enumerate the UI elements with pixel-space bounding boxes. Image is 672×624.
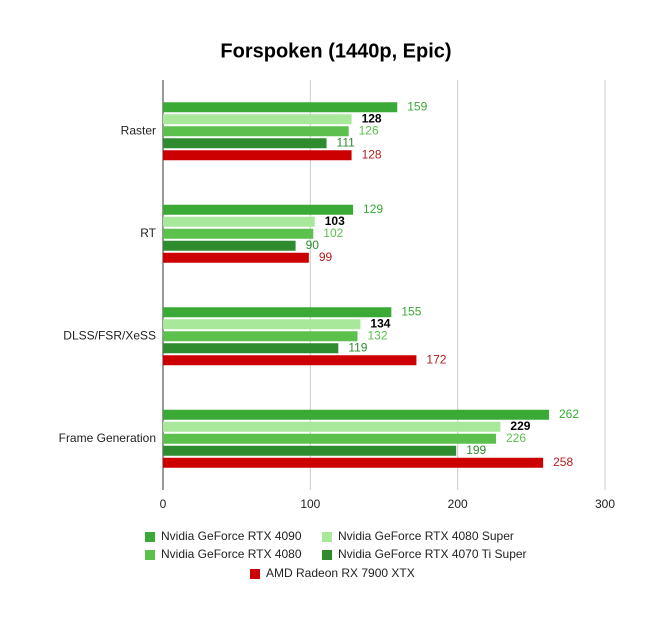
chart-title: Forspoken (1440p, Epic) — [220, 40, 451, 62]
bar — [163, 204, 354, 215]
value-label: 90 — [306, 238, 320, 252]
bar — [163, 457, 544, 468]
bar — [163, 319, 361, 330]
value-label: 99 — [319, 250, 333, 264]
x-tick-label: 300 — [595, 497, 615, 511]
legend-swatch — [145, 532, 155, 542]
bar — [163, 114, 352, 125]
value-label: 103 — [325, 214, 345, 228]
bar — [163, 421, 501, 432]
value-label: 119 — [348, 340, 367, 354]
bar — [163, 433, 496, 444]
legend-label: AMD Radeon RX 7900 XTX — [266, 566, 415, 580]
value-label: 199 — [466, 443, 486, 457]
value-label: 111 — [337, 135, 356, 149]
y-tick-label: DLSS/FSR/XeSS — [63, 328, 156, 342]
legend-swatch — [322, 532, 332, 542]
legend-swatch — [145, 550, 155, 560]
y-tick-label: Frame Generation — [59, 431, 156, 445]
legend-label: Nvidia GeForce RTX 4090 — [161, 529, 302, 543]
value-label: 155 — [401, 304, 421, 318]
value-label: 134 — [370, 316, 390, 330]
bar — [163, 409, 550, 420]
value-label: 226 — [506, 431, 526, 445]
value-label: 128 — [362, 111, 382, 125]
bar — [163, 228, 314, 239]
value-label: 172 — [426, 352, 446, 366]
legend-swatch — [250, 569, 260, 579]
y-tick-label: Raster — [121, 123, 156, 137]
bar — [163, 307, 392, 318]
value-label: 102 — [323, 226, 343, 240]
bar — [163, 240, 296, 251]
value-label: 132 — [367, 328, 387, 342]
bar — [163, 216, 315, 227]
x-tick-label: 100 — [300, 497, 320, 511]
legend-label: Nvidia GeForce RTX 4080 — [161, 547, 302, 561]
legend-label: Nvidia GeForce RTX 4080 Super — [338, 529, 514, 543]
bar — [163, 355, 417, 366]
bar — [163, 138, 327, 149]
x-tick-label: 0 — [160, 497, 167, 511]
value-label: 128 — [362, 147, 382, 161]
y-tick-label: RT — [140, 226, 156, 240]
bar — [163, 102, 398, 113]
value-label: 258 — [553, 455, 573, 469]
bar — [163, 150, 352, 161]
value-label: 126 — [359, 123, 379, 137]
bar — [163, 126, 349, 137]
x-tick-label: 200 — [448, 497, 468, 511]
bar — [163, 252, 309, 263]
bar — [163, 343, 339, 354]
value-label: 159 — [407, 99, 427, 113]
legend-swatch — [322, 550, 332, 560]
bar — [163, 331, 358, 342]
value-label: 229 — [510, 419, 530, 433]
bar — [163, 445, 457, 456]
value-label: 129 — [363, 202, 383, 216]
legend-label: Nvidia GeForce RTX 4070 Ti Super — [338, 547, 527, 561]
value-label: 262 — [559, 407, 579, 421]
